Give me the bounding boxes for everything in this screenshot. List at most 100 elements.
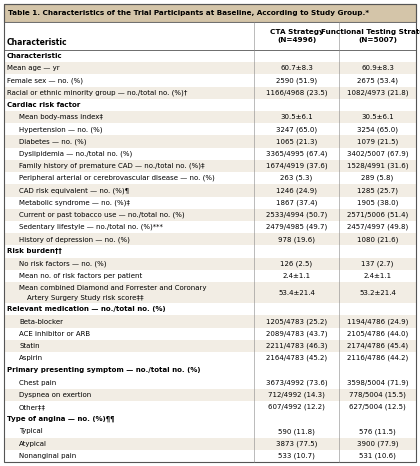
Text: Other‡‡: Other‡‡: [19, 404, 46, 410]
Text: 533 (10.7): 533 (10.7): [278, 452, 315, 459]
Text: Dyspnea on exertion: Dyspnea on exertion: [19, 392, 91, 398]
Bar: [4, 401, 416, 413]
Text: 978 (19.6): 978 (19.6): [278, 236, 315, 242]
Text: 30.5±6.1: 30.5±6.1: [361, 114, 394, 120]
Text: 778/5004 (15.5): 778/5004 (15.5): [349, 391, 406, 398]
Text: 2089/4783 (43.7): 2089/4783 (43.7): [266, 330, 327, 337]
Text: Sedentary lifestyle — no./total no. (%)***: Sedentary lifestyle — no./total no. (%)*…: [19, 224, 163, 230]
Bar: [4, 197, 416, 209]
Text: Racial or ethnic minority group — no./total no. (%)†: Racial or ethnic minority group — no./to…: [7, 89, 187, 96]
Text: Nonanginal pain: Nonanginal pain: [19, 453, 76, 459]
Text: 1080 (21.6): 1080 (21.6): [357, 236, 398, 242]
Bar: [4, 22, 416, 50]
Text: Primary presenting symptom — no./total no. (%): Primary presenting symptom — no./total n…: [7, 367, 200, 373]
Text: 263 (5.3): 263 (5.3): [281, 175, 312, 181]
Text: 1528/4991 (31.6): 1528/4991 (31.6): [347, 163, 408, 169]
Text: Cardiac risk factor: Cardiac risk factor: [7, 102, 80, 108]
Text: 2571/5006 (51.4): 2571/5006 (51.4): [347, 212, 408, 218]
Text: 1246 (24.9): 1246 (24.9): [276, 187, 317, 194]
Text: Diabetes — no. (%): Diabetes — no. (%): [19, 138, 87, 145]
Bar: [4, 246, 416, 258]
Text: 627/5004 (12.5): 627/5004 (12.5): [349, 404, 406, 410]
Text: 1205/4783 (25.2): 1205/4783 (25.2): [266, 318, 327, 325]
Text: 3254 (65.0): 3254 (65.0): [357, 126, 398, 133]
Text: 60.7±8.3: 60.7±8.3: [280, 65, 313, 71]
Text: 2174/4786 (45.4): 2174/4786 (45.4): [347, 343, 408, 349]
Text: 1065 (21.3): 1065 (21.3): [276, 138, 317, 145]
Bar: [4, 233, 416, 246]
Text: Female sex — no. (%): Female sex — no. (%): [7, 77, 83, 84]
Text: 3402/5007 (67.9): 3402/5007 (67.9): [347, 151, 408, 157]
Text: Aspirin: Aspirin: [19, 355, 43, 361]
Text: Typical: Typical: [19, 428, 43, 434]
Text: 1905 (38.0): 1905 (38.0): [357, 199, 398, 206]
Bar: [4, 4, 416, 22]
Text: No risk factors — no. (%): No risk factors — no. (%): [19, 260, 107, 267]
Text: 3873 (77.5): 3873 (77.5): [276, 440, 317, 447]
Text: Mean combined Diamond and Forrester and Coronary: Mean combined Diamond and Forrester and …: [19, 286, 207, 291]
Text: Relevant medication — no./total no. (%): Relevant medication — no./total no. (%): [7, 306, 165, 312]
Text: 1082/4973 (21.8): 1082/4973 (21.8): [347, 89, 408, 96]
Text: Statin: Statin: [19, 343, 39, 349]
Text: 2164/4783 (45.2): 2164/4783 (45.2): [266, 355, 327, 362]
Text: 1079 (21.5): 1079 (21.5): [357, 138, 398, 145]
Text: 2211/4783 (46.3): 2211/4783 (46.3): [266, 343, 327, 349]
Bar: [4, 315, 416, 328]
Text: CTA Strategy
(N=4996): CTA Strategy (N=4996): [270, 29, 323, 43]
Text: Peripheral arterial or cerebrovascular disease — no. (%): Peripheral arterial or cerebrovascular d…: [19, 175, 215, 181]
Text: 3365/4995 (67.4): 3365/4995 (67.4): [266, 151, 327, 157]
Text: Metabolic syndrome — no. (%)‡: Metabolic syndrome — no. (%)‡: [19, 199, 130, 206]
Bar: [4, 438, 416, 450]
Text: CAD risk equivalent — no. (%)¶: CAD risk equivalent — no. (%)¶: [19, 187, 129, 194]
Text: Current or past tobacco use — no./total no. (%): Current or past tobacco use — no./total …: [19, 212, 185, 218]
Bar: [4, 413, 416, 425]
Text: 2590 (51.9): 2590 (51.9): [276, 77, 317, 84]
Bar: [4, 209, 416, 221]
Text: 2105/4786 (44.0): 2105/4786 (44.0): [347, 330, 408, 337]
Bar: [4, 364, 416, 377]
Bar: [4, 99, 416, 111]
Bar: [4, 340, 416, 352]
Bar: [4, 123, 416, 136]
Text: Atypical: Atypical: [19, 441, 47, 447]
Text: Type of angina — no. (%)¶¶: Type of angina — no. (%)¶¶: [7, 416, 115, 423]
Text: Functional Testing Strategy
(N=5007): Functional Testing Strategy (N=5007): [321, 29, 420, 43]
Text: 2675 (53.4): 2675 (53.4): [357, 77, 398, 84]
Text: 126 (2.5): 126 (2.5): [281, 260, 312, 267]
Text: 2533/4994 (50.7): 2533/4994 (50.7): [266, 212, 327, 218]
Text: Hypertension — no. (%): Hypertension — no. (%): [19, 126, 102, 133]
Bar: [4, 282, 416, 303]
Bar: [4, 148, 416, 160]
Text: Mean age — yr: Mean age — yr: [7, 65, 60, 71]
Bar: [4, 172, 416, 185]
Text: 576 (11.5): 576 (11.5): [359, 428, 396, 435]
Text: 2.4±1.1: 2.4±1.1: [363, 273, 391, 279]
Bar: [4, 160, 416, 172]
Text: 30.5±6.1: 30.5±6.1: [280, 114, 313, 120]
Bar: [4, 111, 416, 123]
Bar: [4, 377, 416, 389]
Text: 2.4±1.1: 2.4±1.1: [282, 273, 310, 279]
Text: 60.9±8.3: 60.9±8.3: [361, 65, 394, 71]
Bar: [4, 389, 416, 401]
Text: History of depression — no. (%): History of depression — no. (%): [19, 236, 130, 242]
Text: 53.4±21.4: 53.4±21.4: [278, 290, 315, 295]
Text: 3598/5004 (71.9): 3598/5004 (71.9): [347, 379, 408, 386]
Bar: [4, 450, 416, 462]
Text: 3673/4992 (73.6): 3673/4992 (73.6): [266, 379, 327, 386]
Text: Mean no. of risk factors per patient: Mean no. of risk factors per patient: [19, 273, 142, 279]
Bar: [4, 425, 416, 438]
Bar: [4, 75, 416, 87]
Bar: [4, 185, 416, 197]
Text: 2457/4997 (49.8): 2457/4997 (49.8): [347, 224, 408, 230]
Text: 590 (11.8): 590 (11.8): [278, 428, 315, 435]
Text: 289 (5.8): 289 (5.8): [361, 175, 394, 181]
Text: Mean body-mass index‡: Mean body-mass index‡: [19, 114, 103, 120]
Text: Beta-blocker: Beta-blocker: [19, 319, 63, 325]
Bar: [4, 328, 416, 340]
Bar: [4, 87, 416, 99]
Text: ACE inhibitor or ARB: ACE inhibitor or ARB: [19, 331, 90, 337]
Bar: [4, 136, 416, 148]
Text: Characteristic: Characteristic: [7, 38, 68, 47]
Text: 3900 (77.9): 3900 (77.9): [357, 440, 398, 447]
